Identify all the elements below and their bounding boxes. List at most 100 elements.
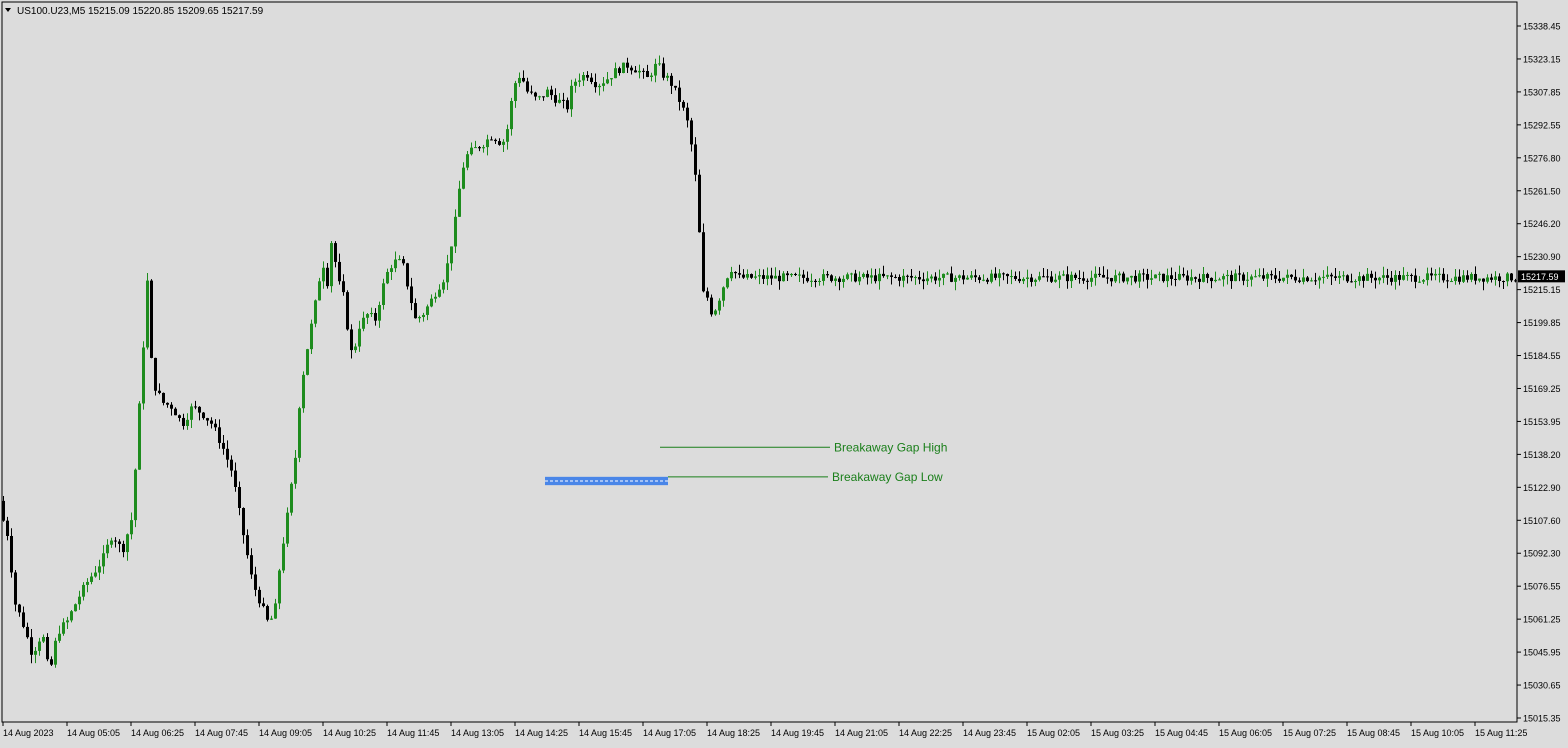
candle: [1370, 270, 1373, 283]
candle: [1002, 272, 1005, 281]
candle-body: [1118, 273, 1121, 276]
candle: [1062, 270, 1065, 277]
candle: [926, 271, 929, 285]
candle-body: [710, 297, 713, 315]
x-tick-label: 14 Aug 13:05: [451, 728, 504, 738]
candle: [1302, 268, 1305, 285]
candle-body: [190, 406, 193, 420]
candle-body: [974, 275, 977, 278]
candle-body: [434, 296, 437, 299]
candle: [898, 274, 901, 287]
candle: [1406, 271, 1409, 281]
candle: [222, 435, 225, 455]
candle: [558, 93, 561, 104]
candle: [826, 271, 829, 278]
candle-body: [810, 280, 813, 282]
candle: [1394, 270, 1397, 290]
candle: [1030, 273, 1033, 287]
candle-body: [850, 273, 853, 275]
candle-body: [442, 282, 445, 290]
candle: [694, 137, 697, 182]
candle: [258, 586, 261, 608]
candle: [82, 582, 85, 601]
candle-body: [278, 570, 281, 604]
candle: [846, 272, 849, 281]
candle-body: [654, 63, 657, 76]
candle-body: [194, 406, 197, 408]
candle-body: [750, 274, 753, 278]
candle-body: [1498, 276, 1501, 282]
candle-body: [874, 275, 877, 282]
candle-body: [846, 274, 849, 279]
candle-body: [1318, 277, 1321, 281]
candle: [634, 66, 637, 73]
candle-body: [114, 540, 117, 542]
candle: [1426, 267, 1429, 286]
candle-body: [50, 659, 53, 665]
candle: [1466, 270, 1469, 283]
candle-body: [1078, 277, 1081, 279]
candle: [198, 406, 201, 421]
candle: [638, 64, 641, 79]
candle-body: [754, 276, 757, 278]
candle-body: [338, 261, 341, 282]
candle: [942, 273, 945, 286]
candle: [1402, 267, 1405, 281]
candle-body: [514, 83, 517, 102]
candle-body: [1250, 276, 1253, 280]
candle: [1338, 270, 1341, 285]
candle: [1502, 280, 1505, 289]
collapse-triangle-icon[interactable]: [5, 8, 11, 12]
candle-body: [1006, 273, 1009, 277]
x-tick-label: 15 Aug 06:05: [1219, 728, 1272, 738]
candle-body: [1462, 275, 1465, 282]
candle-body: [670, 75, 673, 86]
candle: [110, 537, 113, 548]
candle-body: [1206, 274, 1209, 278]
candle: [1054, 273, 1057, 283]
candle-body: [310, 323, 313, 350]
candle: [630, 65, 633, 75]
y-tick-label: 15030.65: [1523, 681, 1561, 691]
candle-body: [1038, 276, 1041, 280]
candle-body: [822, 274, 825, 281]
candle: [1334, 268, 1337, 281]
candle: [1354, 279, 1357, 289]
candle-body: [1466, 275, 1469, 280]
candle: [342, 274, 345, 296]
candle-body: [1162, 273, 1165, 282]
candle: [1014, 271, 1017, 281]
candle: [822, 269, 825, 286]
candle-body: [218, 427, 221, 443]
y-tick-label: 15092.30: [1523, 549, 1561, 559]
candle-body: [366, 314, 369, 318]
candle: [842, 275, 845, 288]
candle-body: [814, 280, 817, 282]
candle-body: [1442, 273, 1445, 281]
candle: [814, 279, 817, 288]
candle: [978, 275, 981, 284]
candle-body: [898, 277, 901, 281]
candle: [1386, 268, 1389, 285]
candle-body: [1194, 277, 1197, 279]
candle-body: [346, 292, 349, 330]
candle: [606, 71, 609, 85]
candle: [914, 275, 917, 285]
candle-body: [330, 243, 333, 287]
candle-body: [1142, 273, 1145, 275]
candle-body: [1054, 279, 1057, 282]
candle-body: [1262, 275, 1265, 279]
candle-body: [954, 277, 957, 282]
candle-body: [106, 544, 109, 554]
candle-body: [1170, 275, 1173, 279]
candle: [1438, 267, 1441, 283]
candle: [398, 255, 401, 261]
candle: [458, 180, 461, 217]
candle-body: [454, 216, 457, 247]
x-tick-label: 14 Aug 05:05: [67, 728, 120, 738]
candle: [930, 274, 933, 283]
candle-body: [834, 278, 837, 281]
candle: [406, 262, 409, 290]
